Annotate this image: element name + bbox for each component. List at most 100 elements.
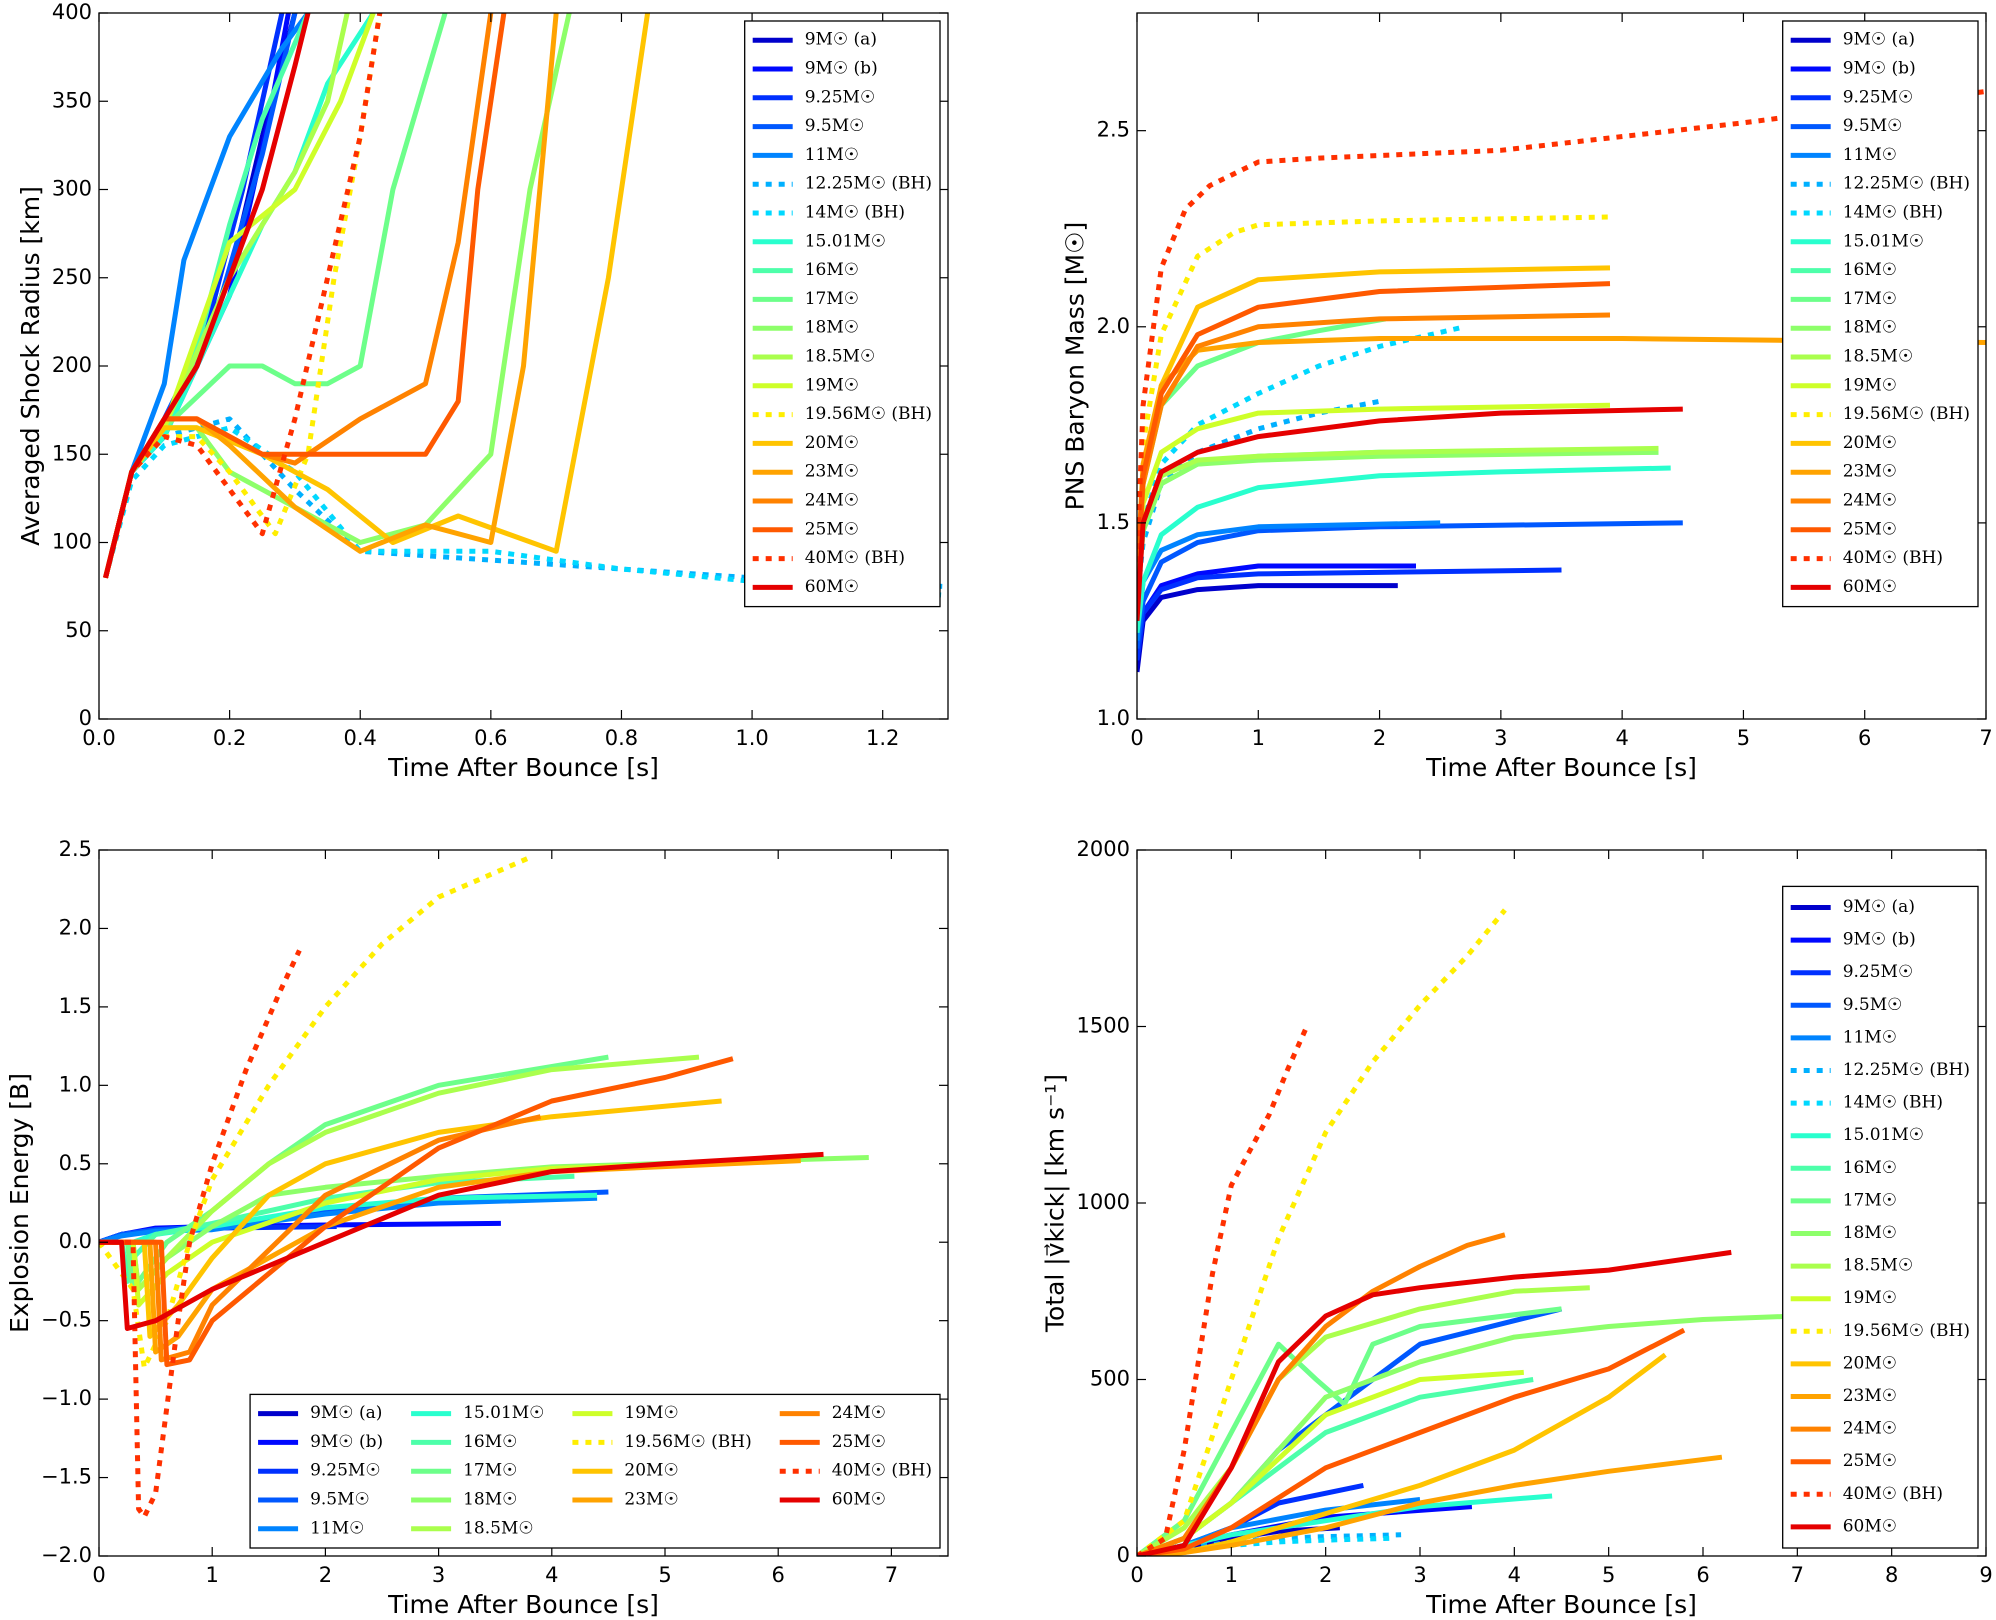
- legend-label: 19.56M☉ (BH): [805, 404, 932, 424]
- x-tick-label: 7: [885, 1563, 898, 1587]
- legend-label: 12.25M☉ (BH): [1843, 1060, 1970, 1080]
- x-tick-label: 0: [1130, 1563, 1143, 1587]
- y-tick-label: 250: [52, 265, 92, 289]
- series-line: [1137, 465, 1671, 633]
- legend: 9M☉ (a) 9M☉ (b) 9.25M☉ 9.5M☉ 11M☉ 15.01M☉ 16M☉…: [249, 1393, 941, 1549]
- legend-label: 18M☉: [463, 1490, 517, 1510]
- series-line: [99, 949, 302, 1520]
- y-axis-label: Explosion Energy [B]: [5, 1073, 34, 1333]
- legend-label: 25M☉: [805, 519, 859, 539]
- panel: 0.0 0.2 0.4 0.6 0.8 1.0 1.2 0 50 100 150 200 250 300 3…: [16, 0, 949, 782]
- legend-label: 60M☉: [832, 1490, 886, 1510]
- series-line: [1137, 1025, 1310, 1556]
- legend-label: 19M☉: [805, 375, 859, 395]
- y-tick-label: 400: [52, 0, 92, 24]
- series-line: [1137, 281, 1611, 582]
- legend-label: 20M☉: [624, 1461, 678, 1481]
- legend-label: 16M☉: [463, 1432, 517, 1452]
- x-tick-label: 1: [1252, 726, 1265, 750]
- x-tick-label: 4: [545, 1563, 558, 1587]
- legend-label: 12.25M☉ (BH): [1843, 174, 1970, 194]
- y-tick-label: 2.0: [59, 915, 92, 939]
- panel: 0 1 2 3 4 5 6 7 8 9 0 500 1000 1500 2000 Time After Bou…: [1041, 837, 1993, 1619]
- legend-label: 11M☉: [310, 1518, 364, 1538]
- legend-label: 16M☉: [1843, 1158, 1897, 1178]
- legend: 9M☉ (a) 9M☉ (b) 9.25M☉ 9.5M☉ 11M☉ 12.25M☉ (BH…: [744, 20, 941, 608]
- legend-label: 11M☉: [805, 145, 859, 165]
- series-line: [1137, 324, 1466, 602]
- legend-label: 18.5M☉: [463, 1518, 534, 1538]
- series-group: [1137, 88, 1986, 673]
- legend-label: 23M☉: [805, 462, 859, 482]
- legend-label: 17M☉: [805, 289, 859, 309]
- y-tick-label: 1.0: [1097, 706, 1130, 730]
- legend-label: 19M☉: [1843, 375, 1897, 395]
- legend-label: 19.56M☉ (BH): [1843, 1321, 1970, 1341]
- y-tick-label: −0.5: [41, 1308, 92, 1332]
- legend-label: 19M☉: [624, 1403, 678, 1423]
- legend-label: 12.25M☉ (BH): [805, 174, 932, 194]
- legend-label: 17M☉: [463, 1461, 517, 1481]
- y-tick-label: −1.5: [41, 1465, 92, 1489]
- series-group: [103, 13, 948, 598]
- legend-label: 20M☉: [805, 433, 859, 453]
- legend-label: 14M☉ (BH): [805, 203, 905, 223]
- series-line: [1137, 1249, 1732, 1556]
- legend-label: 16M☉: [1843, 260, 1897, 280]
- plot-frame: [98, 849, 949, 1557]
- legend-label: 19M☉: [1843, 1288, 1897, 1308]
- legend-label: 19.56M☉ (BH): [624, 1432, 751, 1452]
- y-tick-label: 1.5: [1097, 510, 1130, 534]
- x-tick-label: 1.2: [866, 726, 899, 750]
- legend-label: 25M☉: [832, 1432, 886, 1452]
- legend-label: 9M☉ (a): [805, 30, 877, 50]
- series-line: [1137, 1285, 1590, 1556]
- x-tick-label: 1.0: [735, 726, 768, 750]
- y-axis-label: Averaged Shock Radius [km]: [16, 186, 45, 546]
- legend-label: 23M☉: [1843, 1386, 1897, 1406]
- legend-label: 18M☉: [1843, 318, 1897, 338]
- legend-label: 9M☉ (a): [1843, 897, 1915, 917]
- y-tick-label: 1500: [1077, 1014, 1130, 1038]
- x-tick-label: 9: [1979, 1563, 1992, 1587]
- series-line: [1137, 908, 1507, 1556]
- x-tick-label: 0: [1130, 726, 1143, 750]
- legend-label: 18.5M☉: [1843, 1256, 1914, 1276]
- x-tick-label: 7: [1791, 1563, 1804, 1587]
- panel: 0 1 2 3 4 5 6 7 1.0 1.5 2.0 2.5 Time After Bounce [s…: [1061, 12, 1993, 782]
- y-tick-label: −2.0: [41, 1543, 92, 1567]
- legend-label: 18.5M☉: [805, 347, 876, 367]
- legend-label: 9.5M☉: [1843, 116, 1903, 136]
- legend-label: 17M☉: [1843, 1190, 1897, 1210]
- x-tick-label: 0.2: [213, 726, 246, 750]
- x-tick-label: 0.0: [82, 726, 115, 750]
- x-tick-label: 0.8: [605, 726, 638, 750]
- series-line: [103, 13, 383, 579]
- legend-label: 9M☉ (a): [310, 1403, 382, 1423]
- y-tick-label: 150: [52, 441, 92, 465]
- x-axis-label: Time After Bounce [s]: [1425, 1590, 1697, 1619]
- legend-box: [744, 20, 941, 608]
- x-tick-label: 4: [1508, 1563, 1521, 1587]
- series-line: [99, 1114, 542, 1363]
- series-line: [1137, 406, 1683, 622]
- y-tick-label: 2.0: [1097, 314, 1130, 338]
- x-tick-label: 8: [1885, 1563, 1898, 1587]
- series-line: [1137, 1454, 1723, 1556]
- legend-label: 9.25M☉: [1843, 87, 1914, 107]
- legend-box: [1782, 885, 1979, 1549]
- legend-label: 14M☉ (BH): [1843, 203, 1943, 223]
- legend-label: 18.5M☉: [1843, 347, 1914, 367]
- legend: 9M☉ (a) 9M☉ (b) 9.25M☉ 9.5M☉ 11M☉ 12.25M☉ (BH…: [1782, 20, 1979, 608]
- legend-label: 60M☉: [805, 577, 859, 597]
- legend-label: 18M☉: [805, 318, 859, 338]
- series-group: [99, 855, 869, 1520]
- legend-label: 15.01M☉: [805, 231, 886, 251]
- x-tick-label: 6: [1696, 1563, 1709, 1587]
- legend-label: 9.25M☉: [310, 1461, 381, 1481]
- legend-label: 60M☉: [1843, 1516, 1897, 1536]
- x-tick-label: 3: [1413, 1563, 1426, 1587]
- x-tick-label: 2: [1319, 1563, 1332, 1587]
- x-tick-label: 5: [1602, 1563, 1615, 1587]
